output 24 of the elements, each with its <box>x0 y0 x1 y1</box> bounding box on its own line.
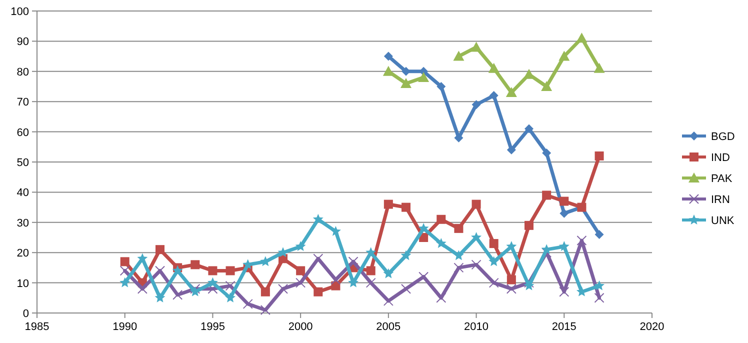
x-tick-label: 2010 <box>464 321 489 333</box>
y-tick-label: 30 <box>16 217 29 230</box>
x-tick-label: 2015 <box>552 321 576 333</box>
x-tick-label: 1985 <box>24 321 50 333</box>
y-tick-label: 20 <box>16 248 29 260</box>
y-tick-label: 40 <box>16 187 29 200</box>
y-tick-label: 80 <box>16 66 29 78</box>
legend-label: BGD <box>711 131 735 143</box>
y-tick-label: 100 <box>10 6 29 18</box>
y-tick-label: 90 <box>16 36 29 48</box>
y-tick-label: 10 <box>16 278 29 290</box>
x-tick-label: 2020 <box>640 321 664 333</box>
x-tick-label: 2005 <box>376 321 401 333</box>
x-tick-label: 2000 <box>288 321 313 333</box>
x-tick-label: 1995 <box>200 321 225 333</box>
legend-label: UNK <box>711 215 735 227</box>
legend-label: IND <box>711 152 730 164</box>
y-tick-label: 60 <box>16 126 29 139</box>
y-tick-label: 70 <box>16 96 29 109</box>
y-tick-label: 0 <box>22 308 29 320</box>
x-tick-label: 1990 <box>112 321 138 333</box>
y-tick-label: 50 <box>16 157 29 169</box>
legend-label: IRN <box>711 194 730 206</box>
legend-label: PAK <box>711 173 733 185</box>
